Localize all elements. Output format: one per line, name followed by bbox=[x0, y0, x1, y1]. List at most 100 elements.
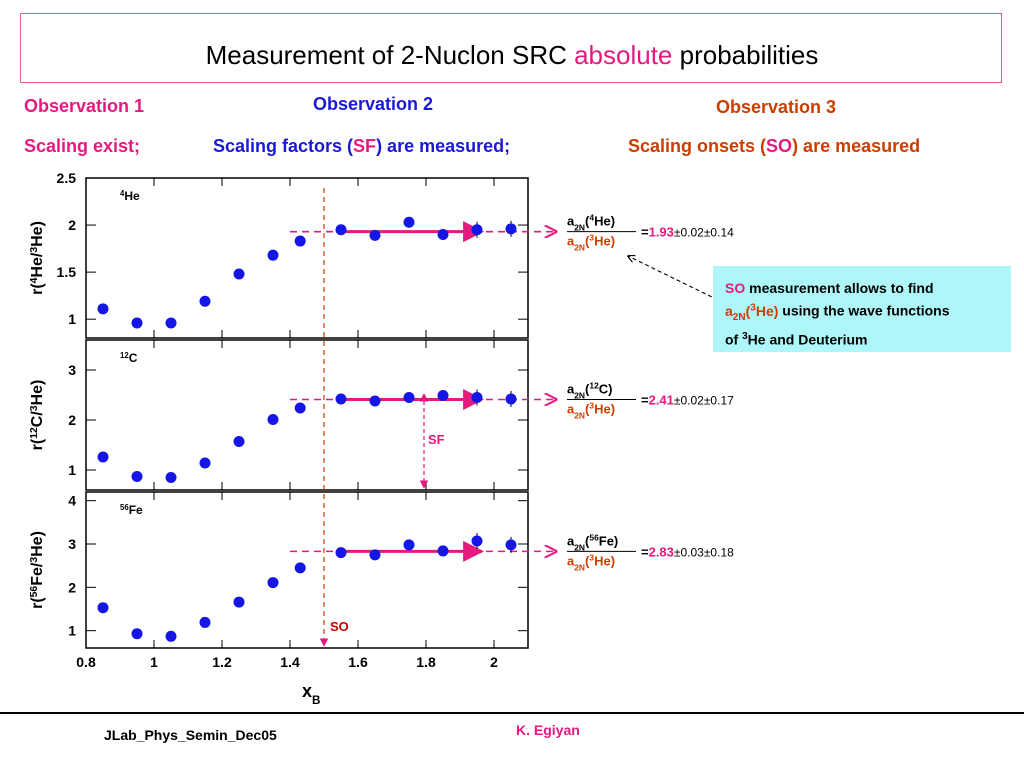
data-point-0-3 bbox=[199, 295, 211, 307]
slide-title: Measurement of 2-Nuclon SRC absolute pro… bbox=[0, 40, 1024, 71]
ratio-value-1: =2.41±0.02±0.17 bbox=[641, 393, 734, 408]
info-line-2: a2N(3He) using the wave functions bbox=[725, 298, 1001, 327]
data-point-1-2 bbox=[165, 472, 177, 483]
data-point-1-4 bbox=[233, 436, 245, 447]
ratio-numerator-2: a2N(56Fe) bbox=[567, 532, 618, 552]
ratio-value-0: =1.93±0.02±0.14 bbox=[641, 225, 734, 240]
data-point-0-9 bbox=[403, 216, 415, 228]
info-so: SO bbox=[725, 280, 746, 296]
x-tick-label-4: 1.6 bbox=[348, 654, 368, 670]
x-tick-label-3: 1.4 bbox=[280, 654, 300, 670]
data-point-2-12 bbox=[505, 539, 517, 551]
info-line-3: of 3He and Deuterium bbox=[725, 331, 868, 349]
observation-2-text-a: Scaling factors ( bbox=[213, 136, 354, 156]
y-tick-label-0-3: 2.5 bbox=[57, 170, 77, 186]
observation-3-text-a: Scaling onsets ( bbox=[628, 136, 767, 156]
observation-3-heading: Observation 3 bbox=[716, 97, 837, 117]
data-point-1-3 bbox=[199, 457, 211, 469]
data-point-0-5 bbox=[267, 249, 279, 261]
data-point-1-6 bbox=[294, 402, 306, 414]
data-point-2-10 bbox=[437, 545, 449, 557]
data-point-2-6 bbox=[294, 562, 306, 574]
data-point-1-5 bbox=[267, 414, 279, 425]
data-point-0-6 bbox=[294, 235, 306, 247]
y-tick-label-2-1: 2 bbox=[68, 579, 76, 595]
title-suffix: probabilities bbox=[672, 40, 819, 70]
ratio-denominator-2: a2N(3He) bbox=[567, 552, 615, 572]
data-point-1-8 bbox=[369, 395, 381, 407]
ratio-numerator-1: a2N(12C) bbox=[567, 381, 612, 401]
observation-2-text-c: ) are measured; bbox=[376, 136, 511, 156]
panel-label-2: 56Fe bbox=[120, 503, 143, 518]
panel-frame-2 bbox=[85, 491, 529, 649]
panel-label-0: 4He bbox=[120, 189, 140, 204]
y-axis-label-2: r(56Fe/3He) bbox=[29, 531, 47, 609]
so-label: SO bbox=[330, 619, 349, 634]
y-tick-label-2-0: 1 bbox=[68, 623, 76, 639]
y-tick-label-2-2: 3 bbox=[68, 536, 76, 552]
ratio-denominator-0: a2N(3He) bbox=[567, 233, 615, 253]
data-point-0-0 bbox=[97, 303, 109, 315]
data-point-0-1 bbox=[131, 317, 143, 329]
data-point-2-7 bbox=[335, 547, 347, 559]
data-point-2-8 bbox=[369, 549, 381, 561]
data-point-1-1 bbox=[131, 471, 143, 482]
info-line1-text: measurement allows to find bbox=[745, 280, 934, 296]
info-line-1: SO measurement allows to find bbox=[725, 278, 1001, 298]
data-point-0-11 bbox=[471, 224, 483, 236]
y-tick-label-0-0: 1 bbox=[68, 311, 76, 327]
panel-frame-0 bbox=[85, 177, 529, 339]
y-axis-label-0: r(4He/3He) bbox=[29, 221, 47, 295]
y-tick-label-2-3: 4 bbox=[68, 493, 76, 509]
observation-2-text: Scaling factors (SF) are measured; bbox=[213, 136, 510, 157]
ratio-value-2: =2.83±0.03±0.18 bbox=[641, 544, 734, 559]
data-point-0-4 bbox=[233, 268, 245, 280]
y-tick-label-1-2: 3 bbox=[68, 362, 76, 378]
so-info-box: SO measurement allows to find a2N(3He) u… bbox=[713, 266, 1011, 352]
observation-3-text-c: ) are measured bbox=[792, 136, 921, 156]
panel-label-1: 12C bbox=[120, 351, 138, 366]
data-point-2-3 bbox=[199, 616, 211, 628]
footer-left: JLab_Phys_Semin_Dec05 bbox=[104, 727, 277, 743]
info-a2n: a2N(3He) bbox=[725, 302, 779, 323]
panel-frame-1 bbox=[85, 339, 529, 491]
footer-rule bbox=[0, 712, 1024, 714]
x-tick-label-0: 0.8 bbox=[76, 654, 96, 670]
info-pointer-arrow bbox=[628, 256, 719, 301]
x-tick-label-5: 1.8 bbox=[416, 654, 436, 670]
data-point-2-11 bbox=[471, 535, 483, 547]
x-tick-label-6: 2 bbox=[490, 654, 498, 670]
observation-1-text: Scaling exist; bbox=[24, 136, 141, 156]
x-axis-label: xB bbox=[302, 681, 320, 707]
data-point-0-2 bbox=[165, 317, 177, 329]
data-point-2-0 bbox=[97, 602, 109, 614]
x-tick-label-2: 1.2 bbox=[212, 654, 232, 670]
y-tick-label-1-1: 2 bbox=[68, 412, 76, 428]
info-line2-text: using the wave functions bbox=[778, 302, 950, 319]
sf-label: SF bbox=[428, 432, 445, 447]
y-tick-label-0-2: 2 bbox=[68, 217, 76, 233]
data-point-2-1 bbox=[131, 628, 143, 640]
observation-2-sf: SF bbox=[353, 136, 377, 156]
y-tick-label-1-0: 1 bbox=[68, 462, 76, 478]
data-point-1-0 bbox=[97, 451, 109, 463]
data-point-2-9 bbox=[403, 539, 415, 551]
data-point-2-5 bbox=[267, 577, 279, 589]
data-point-0-10 bbox=[437, 228, 449, 240]
y-tick-label-0-1: 1.5 bbox=[57, 264, 77, 280]
observation-1-heading: Observation 1 bbox=[24, 96, 145, 116]
title-prefix: Measurement of 2-Nuclon SRC bbox=[205, 40, 575, 70]
data-point-1-9 bbox=[403, 392, 415, 403]
ratio-numerator-0: a2N(4He) bbox=[567, 213, 615, 233]
data-point-1-11 bbox=[471, 392, 483, 403]
observation-3-so: SO bbox=[766, 136, 793, 156]
observation-3-text: Scaling onsets (SO) are measured bbox=[628, 136, 920, 157]
ratio-denominator-1: a2N(3He) bbox=[567, 401, 615, 421]
data-point-2-4 bbox=[233, 596, 245, 608]
data-point-0-8 bbox=[369, 229, 381, 241]
observation-2-heading: Observation 2 bbox=[313, 94, 434, 114]
x-tick-label-1: 1 bbox=[150, 654, 158, 670]
title-emphasis: absolute bbox=[574, 40, 673, 70]
footer-right: K. Egiyan bbox=[516, 722, 580, 738]
